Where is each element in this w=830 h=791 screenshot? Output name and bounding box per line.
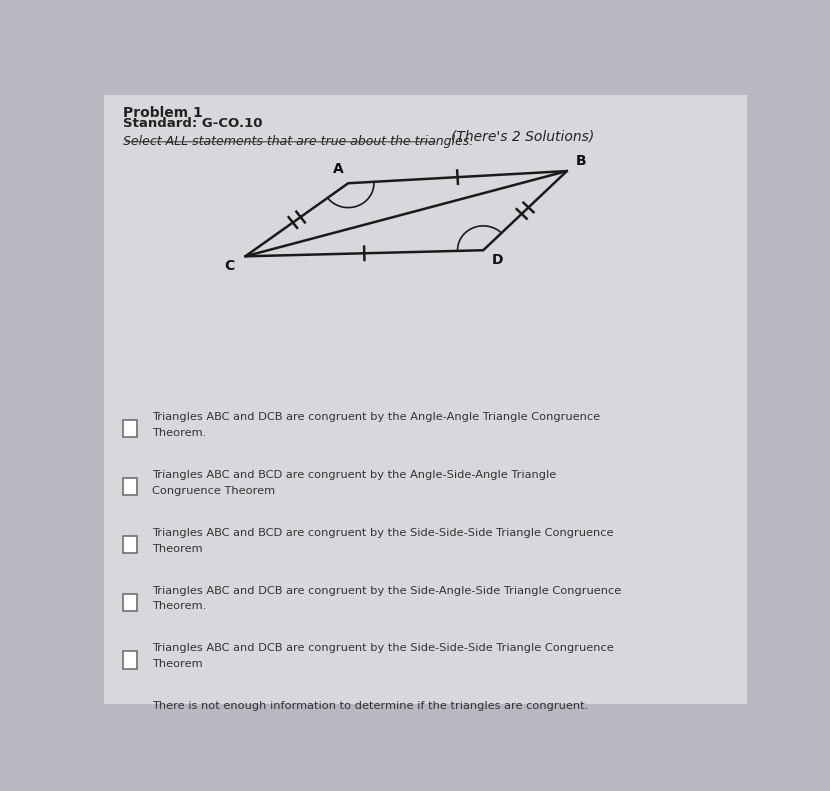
Bar <box>123 652 137 668</box>
Text: D: D <box>491 253 503 267</box>
Text: Congruence Theorem: Congruence Theorem <box>152 486 275 496</box>
Text: Triangles ABC and DCB are congruent by the Angle-Angle Triangle Congruence: Triangles ABC and DCB are congruent by t… <box>152 412 600 422</box>
FancyBboxPatch shape <box>104 95 747 704</box>
Text: Triangles ABC and DCB are congruent by the Side-Angle-Side Triangle Congruence: Triangles ABC and DCB are congruent by t… <box>152 585 621 596</box>
Text: Theorem.: Theorem. <box>152 601 206 611</box>
Bar <box>123 420 137 437</box>
Bar <box>123 536 137 553</box>
Text: Theorem: Theorem <box>152 659 203 669</box>
Text: Problem 1: Problem 1 <box>123 106 203 120</box>
Bar <box>123 593 137 611</box>
Bar <box>123 710 137 726</box>
Text: Triangles ABC and BCD are congruent by the Angle-Side-Angle Triangle: Triangles ABC and BCD are congruent by t… <box>152 470 556 480</box>
Text: Theorem.: Theorem. <box>152 428 206 438</box>
Text: B: B <box>576 154 586 168</box>
Text: (There's 2 Solutions): (There's 2 Solutions) <box>452 129 594 143</box>
Text: Theorem: Theorem <box>152 543 203 554</box>
Text: Triangles ABC and DCB are congruent by the Side-Side-Side Triangle Congruence: Triangles ABC and DCB are congruent by t… <box>152 643 613 653</box>
Bar <box>123 478 137 495</box>
Text: C: C <box>224 259 234 274</box>
Text: Triangles ABC and BCD are congruent by the Side-Side-Side Triangle Congruence: Triangles ABC and BCD are congruent by t… <box>152 528 613 538</box>
Text: Select ALL statements that are true about the triangles.: Select ALL statements that are true abou… <box>123 134 473 147</box>
Text: Standard: G-CO.10: Standard: G-CO.10 <box>123 117 262 130</box>
Text: There is not enough information to determine if the triangles are congruent.: There is not enough information to deter… <box>152 702 588 711</box>
Text: A: A <box>333 162 344 176</box>
